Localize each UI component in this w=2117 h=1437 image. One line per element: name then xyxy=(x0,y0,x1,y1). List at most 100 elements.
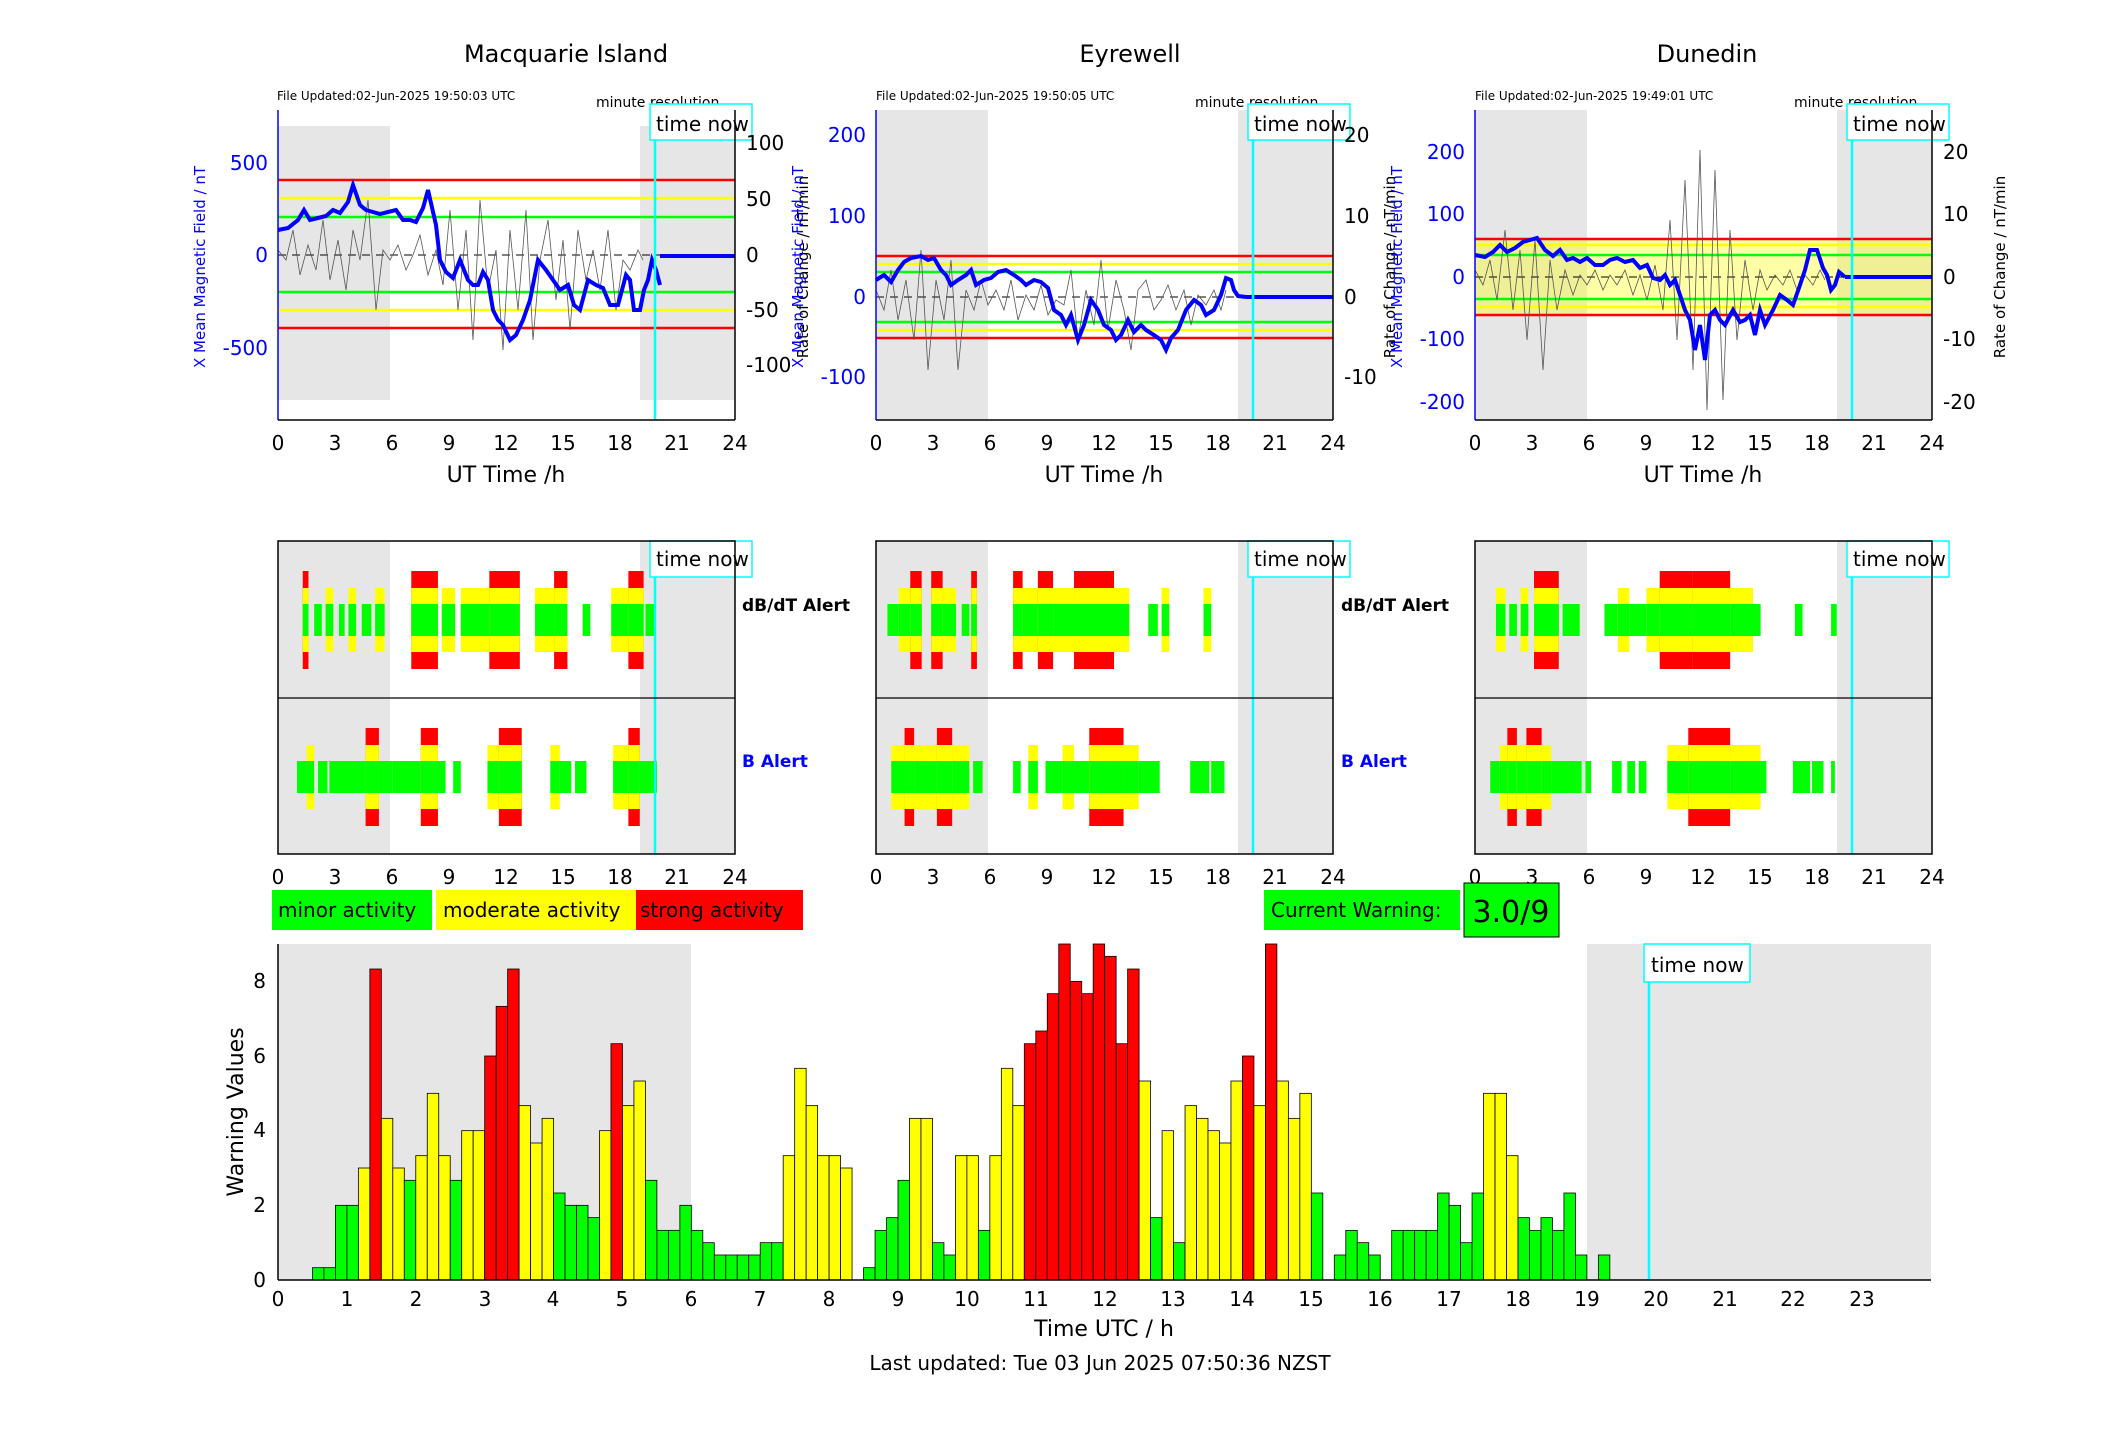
tick-label: 6 xyxy=(685,1287,698,1311)
warning-bar xyxy=(645,1179,658,1281)
alert-segment xyxy=(1574,761,1582,793)
alert-segment xyxy=(1516,761,1527,793)
alert-plot-dunedin: time now xyxy=(1474,540,1950,855)
alert-segment xyxy=(1541,761,1552,793)
tick-label: 6 xyxy=(386,431,399,455)
right-tick-labels: 100 50 0 -50 -100 xyxy=(746,131,791,377)
warning-bar xyxy=(472,1130,486,1281)
tick-label: -20 xyxy=(1943,390,1976,414)
alert-segment xyxy=(1730,761,1761,793)
x-field-trace xyxy=(277,178,662,344)
tick-label: 1 xyxy=(341,1287,354,1311)
warning-bars xyxy=(312,943,1611,1281)
tick-label: 9 xyxy=(1640,431,1653,455)
tick-label: 0 xyxy=(272,865,285,889)
current-warning-value-box xyxy=(1463,882,1560,938)
tick-label: 15 xyxy=(1747,865,1772,889)
tick-label: 15 xyxy=(1747,431,1772,455)
tick-label: 19 xyxy=(1574,1287,1599,1311)
warning-bar xyxy=(863,1267,876,1281)
warning-bar xyxy=(1391,1229,1404,1281)
alert-segment xyxy=(898,604,911,636)
station-title: Dunedin xyxy=(1657,40,1758,68)
warning-bar xyxy=(1219,1142,1232,1281)
warning-bar xyxy=(840,1167,853,1281)
dbdt-alert-bars xyxy=(302,571,656,669)
alert-segment xyxy=(1203,604,1212,636)
alert-segment xyxy=(1730,604,1754,636)
tick-label: 6 xyxy=(984,431,997,455)
warning-bar xyxy=(943,1254,956,1281)
warning-bar xyxy=(1483,1092,1496,1281)
warning-bar xyxy=(1506,1155,1519,1281)
tick-label: 12 xyxy=(1091,865,1116,889)
warning-bar xyxy=(1299,1092,1312,1281)
x-field-trace xyxy=(874,253,1247,355)
alert-segment xyxy=(1089,761,1124,793)
x-ticks-eyrewell: 0 3 6 9 12 15 18 21 24 UT Time /h xyxy=(870,431,1346,488)
tick-label: 21 xyxy=(1262,865,1287,889)
warning-bar xyxy=(1448,1204,1461,1281)
tick-label: 0 xyxy=(272,1287,285,1311)
alert-segment xyxy=(942,604,956,636)
tick-label: 21 xyxy=(1262,431,1287,455)
legend-label-minor: minor activity xyxy=(278,898,416,922)
alert-segment xyxy=(338,604,345,636)
warning-bar xyxy=(1437,1192,1450,1281)
file-updated-note: File Updated:02-Jun-2025 19:49:01 UTC xyxy=(1475,89,1713,103)
warning-bar xyxy=(449,1179,463,1281)
warning-bar xyxy=(1540,1217,1553,1281)
warning-bar xyxy=(736,1254,750,1281)
tick-label: 12 xyxy=(1092,1287,1117,1311)
alert-segment xyxy=(314,604,322,636)
tick-label: 24 xyxy=(1919,865,1944,889)
warning-bar xyxy=(1012,1105,1025,1281)
alert-segment xyxy=(1509,604,1517,636)
warning-bar xyxy=(495,1005,509,1281)
tick-label: 20 xyxy=(1943,140,1968,164)
y-tick-labels: 0 2 4 6 8 xyxy=(253,969,266,1292)
alert-segment xyxy=(550,761,560,793)
tick-label: 24 xyxy=(1919,431,1944,455)
alert-segment xyxy=(498,761,522,793)
alert-segment xyxy=(1831,761,1835,793)
night-shade xyxy=(1587,944,1931,1280)
time-now-label: time now xyxy=(1254,112,1347,136)
tick-label: 2 xyxy=(410,1287,423,1311)
x-tick-labels: 0 1 2 3 4 5 6 7 8 9 10 11 12 13 14 15 16… xyxy=(272,1287,1875,1311)
alert-segment xyxy=(1148,604,1158,636)
warning-bar xyxy=(1230,1080,1243,1281)
alert-segment xyxy=(1022,604,1038,636)
tick-label: 18 xyxy=(607,431,632,455)
tick-label: 15 xyxy=(1148,431,1173,455)
station-title: Eyrewell xyxy=(1079,40,1180,68)
warning-bar xyxy=(576,1204,589,1281)
alert-segment xyxy=(1028,761,1038,793)
tick-label: 18 xyxy=(1804,431,1829,455)
warning-bar xyxy=(1104,955,1117,1281)
warning-bar xyxy=(656,1229,669,1281)
alert-segment xyxy=(441,604,456,636)
x-axis-label: Time UTC / h xyxy=(1033,1317,1174,1342)
tick-label: 14 xyxy=(1229,1287,1254,1311)
tick-label: 3 xyxy=(329,431,342,455)
legend-label-strong: strong activity xyxy=(640,898,784,922)
warning-bar xyxy=(1517,1217,1530,1281)
alert-segment xyxy=(453,761,461,793)
warning-bar xyxy=(403,1179,417,1281)
warning-bar xyxy=(805,1105,819,1281)
warning-bar xyxy=(1138,1080,1151,1281)
tick-label: 9 xyxy=(1041,431,1054,455)
panel-dunedin: Dunedin File Updated:02-Jun-2025 19:49:0… xyxy=(1475,40,1917,111)
tick-label: 200 xyxy=(1427,140,1465,164)
warning-bar xyxy=(989,1155,1002,1281)
y-axis-label-right: Rate of Change / nT/min xyxy=(1991,176,2009,358)
tick-label: -100 xyxy=(746,353,791,377)
warning-bar xyxy=(1092,943,1106,1281)
warning-bar xyxy=(909,1117,922,1281)
alert-segment xyxy=(936,761,953,793)
tick-label: 12 xyxy=(1690,431,1715,455)
warning-bar xyxy=(748,1254,761,1281)
alert-labels: dB/dT Alert B Alert dB/dT Alert B Alert xyxy=(742,596,1449,772)
